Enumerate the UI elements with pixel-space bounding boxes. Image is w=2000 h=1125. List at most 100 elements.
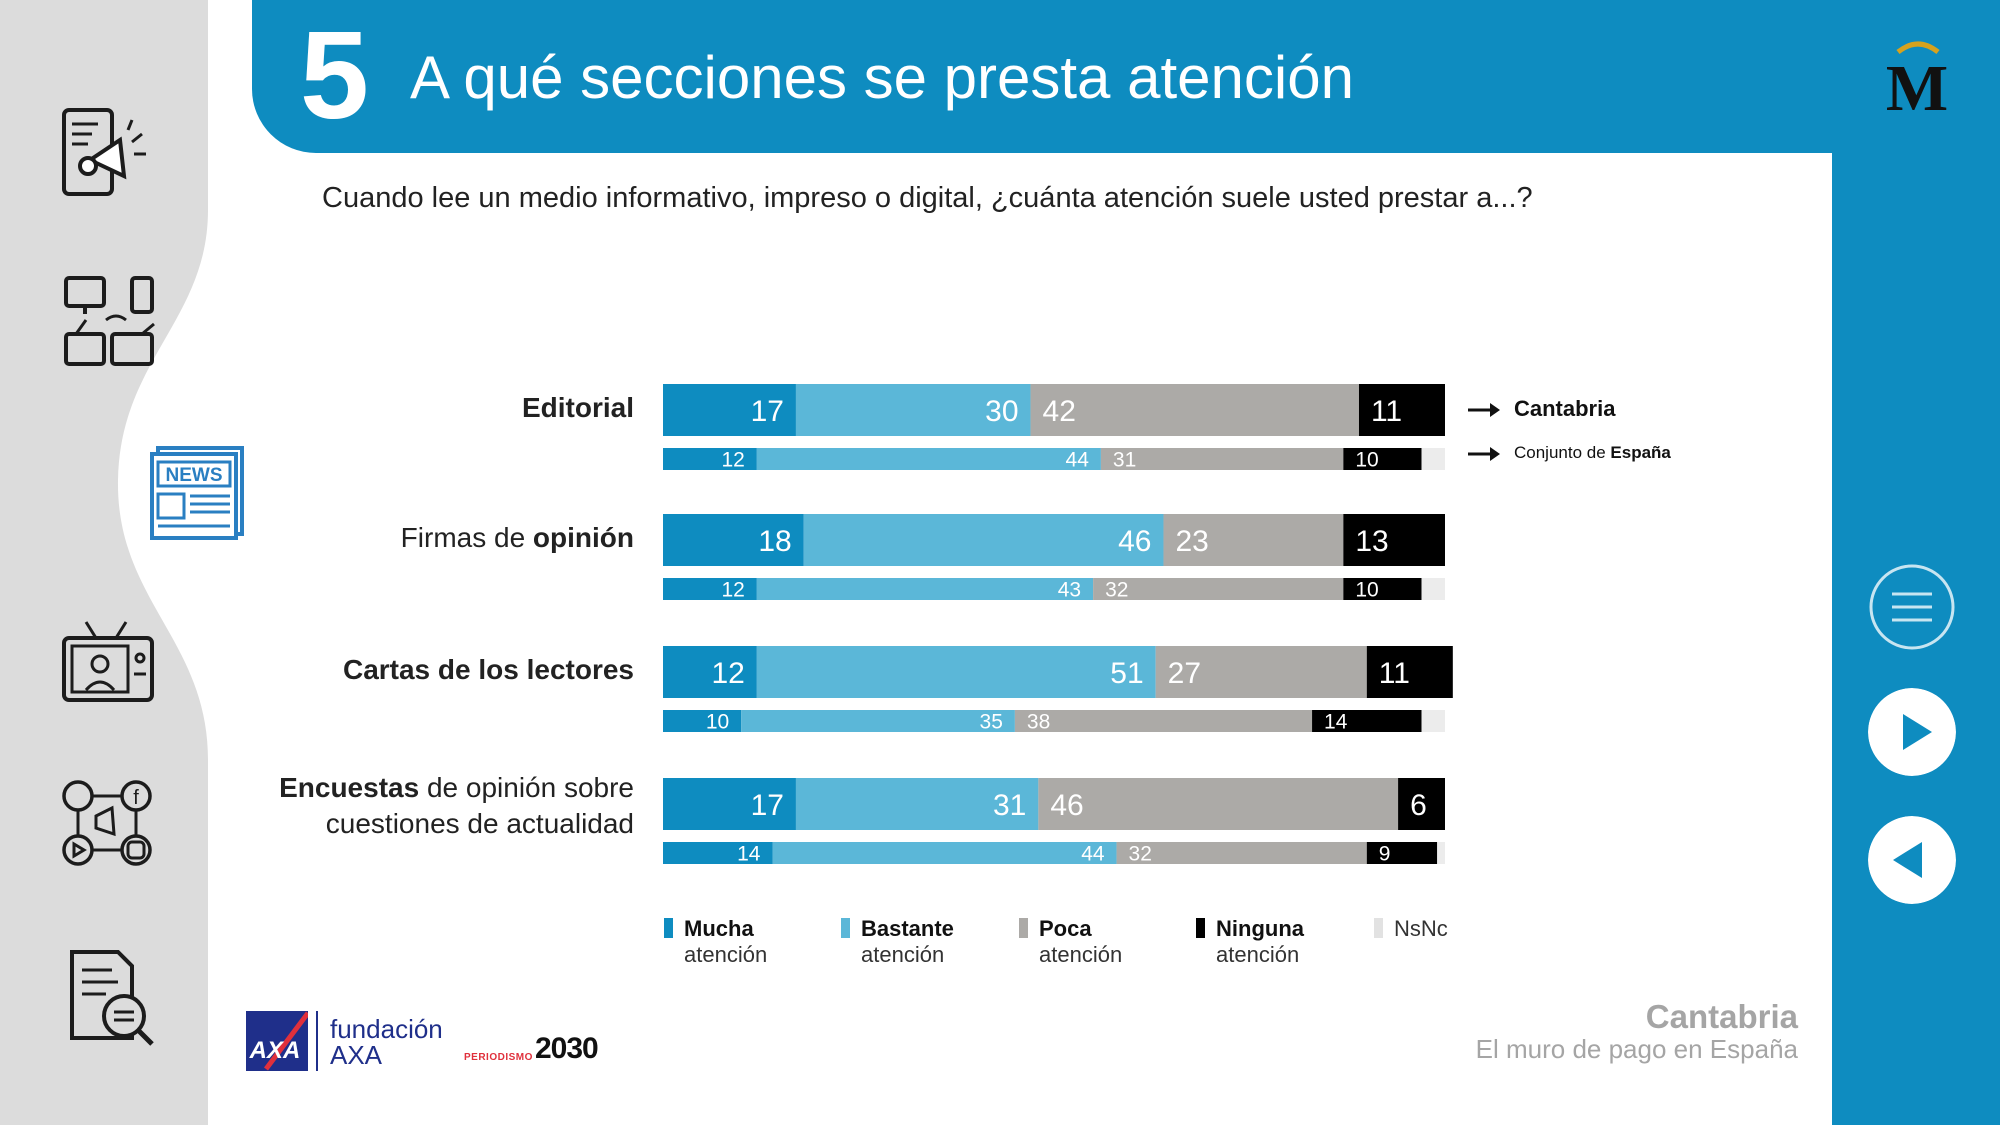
data-label-espana-3-0: 14 [737,843,761,866]
data-label-espana-1-3: 10 [1355,579,1378,602]
bar-espana-2-3 [1312,710,1422,732]
legend-item-nsnc: NsNc [1394,916,1448,941]
arrow-right-icon [1468,447,1500,461]
bar-cantabria-2-3 [1366,646,1453,698]
next-button[interactable] [1868,688,1956,776]
data-label-cantabria-1-1: 46 [1118,525,1151,558]
bar-cantabria-3-2 [1038,778,1399,830]
bar-espana-2-0 [663,710,742,732]
bar-cantabria-1-1 [803,514,1164,566]
data-label-cantabria-3-3: 6 [1410,789,1427,822]
category-label-firmas: Firmas de opinión [400,522,634,553]
bar-espana-3-4 [1437,842,1445,864]
legend-swatch-nsnc [1374,918,1383,938]
data-label-cantabria-2-2: 27 [1168,657,1201,690]
bar-espana-1-4 [1421,578,1445,600]
menu-button[interactable] [1868,563,1956,651]
data-label-espana-0-2: 31 [1113,449,1136,472]
section-number: 5 [300,7,369,145]
bar-espana-1-2 [1093,578,1344,600]
data-label-cantabria-2-0: 12 [711,657,744,690]
bar-cantabria-1-3 [1343,514,1445,566]
mobile-megaphone-icon[interactable] [58,104,158,204]
svg-text:f: f [133,787,139,809]
data-label-cantabria-1-2: 23 [1175,525,1208,558]
bar-espana-2-1 [741,710,1015,732]
bar-cantabria-0-1 [795,384,1031,436]
data-label-espana-1-0: 12 [721,579,744,602]
axa-divider [316,1011,318,1071]
arrow-right-icon [1468,403,1500,417]
footer-subtitle: El muro de pago en España [1475,1034,1798,1064]
tv-presenter-icon[interactable] [60,612,160,712]
bar-espana-0-4 [1421,448,1445,470]
devices-icon[interactable] [62,274,162,374]
bar-cantabria-3-1 [795,778,1039,830]
legend-item-mucha: Mucha atención [684,916,768,967]
data-label-espana-0-3: 10 [1355,449,1378,472]
category-label-encuestas: Encuestas de opinión sobre cuestiones de… [279,772,634,839]
data-label-espana-2-3: 14 [1324,711,1348,734]
legend-swatch-mucha [664,918,673,938]
bar-espana-3-3 [1366,842,1438,864]
right-bar [1832,0,2000,1125]
footer-region: Cantabria [1645,998,1798,1035]
document-search-icon[interactable] [66,948,166,1048]
legend-item-bastante: Bastante atención [861,916,954,967]
data-label-espana-1-2: 32 [1105,579,1128,602]
bar-cantabria-2-2 [1155,646,1367,698]
data-label-cantabria-3-2: 46 [1050,789,1083,822]
data-label-espana-0-1: 44 [1066,449,1090,472]
data-label-espana-3-2: 32 [1129,843,1152,866]
legend-cantabria: Cantabria [1514,396,1616,421]
legend-swatch-poca [1019,918,1028,938]
data-label-cantabria-1-0: 18 [758,525,791,558]
m-logo-icon: M [1886,41,1948,118]
data-label-cantabria-2-3: 11 [1379,657,1410,690]
category-label-editorial: Editorial [521,392,634,423]
header-banner [252,0,1852,153]
data-label-cantabria-1-3: 13 [1355,525,1388,558]
periodismo-2030-logo: 2030 [535,1032,599,1065]
legend-swatch-bastante [841,918,850,938]
bar-espana-0-0 [663,448,757,470]
newspaper-icon[interactable]: NEWS [148,440,248,540]
legend-espana: Conjunto de España [1514,443,1671,462]
bar-cantabria-3-0 [663,778,796,830]
bar-espana-2-2 [1014,710,1313,732]
data-label-espana-0-0: 12 [721,449,744,472]
bar-cantabria-0-3 [1358,384,1445,436]
data-label-espana-1-1: 43 [1058,579,1081,602]
axa-logo-icon: AXA [246,1011,308,1071]
data-label-cantabria-0-2: 42 [1043,395,1076,428]
svg-text:AXA: AXA [249,1037,301,1064]
data-label-espana-2-1: 35 [980,711,1003,734]
previous-button[interactable] [1868,816,1956,904]
bar-espana-1-3 [1343,578,1422,600]
bar-espana-1-1 [756,578,1094,600]
data-label-espana-2-2: 38 [1027,711,1050,734]
data-label-cantabria-0-1: 30 [985,395,1018,428]
data-label-cantabria-3-0: 17 [751,789,784,822]
svg-text:NEWS: NEWS [166,465,223,486]
social-media-icon[interactable]: f [60,776,160,876]
bar-espana-3-1 [772,842,1117,864]
svg-text:M: M [1886,52,1948,118]
bar-espana-0-3 [1343,448,1422,470]
bar-espana-3-2 [1116,842,1367,864]
category-label-cartas: Cartas de los lectores [342,654,634,685]
bar-espana-0-1 [756,448,1101,470]
bar-cantabria-3-3 [1398,778,1445,830]
data-label-espana-3-3: 9 [1379,843,1391,866]
legend-item-ninguna: Ninguna atención [1216,916,1304,967]
bar-espana-2-4 [1421,710,1445,732]
bar-cantabria-0-0 [663,384,796,436]
data-label-cantabria-3-1: 31 [993,789,1026,822]
data-label-cantabria-0-3: 11 [1371,395,1402,428]
bar-espana-1-0 [663,578,757,600]
periodismo-label: PERIODISMO [464,1052,533,1063]
bar-cantabria-1-0 [663,514,804,566]
bar-espana-0-2 [1100,448,1344,470]
bar-cantabria-2-1 [756,646,1156,698]
